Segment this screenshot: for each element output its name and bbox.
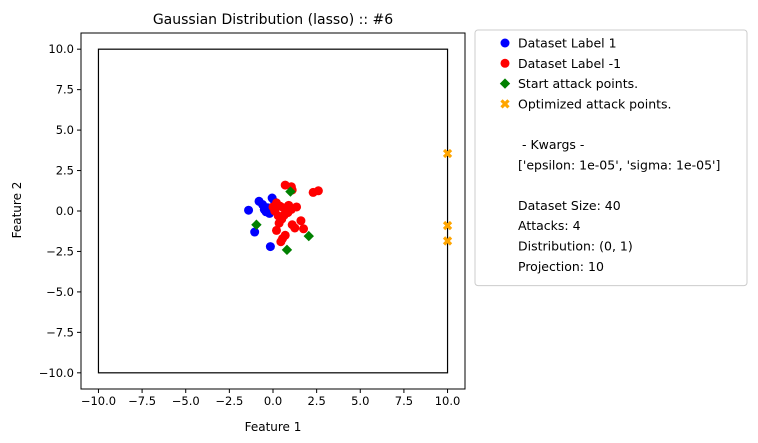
legend-marker: [500, 38, 510, 48]
projection-box: [97, 48, 449, 374]
data-point: [442, 220, 453, 231]
legend-note: Attacks: 4: [518, 218, 581, 233]
legend-entry: Dataset Label 1: [518, 36, 617, 51]
y-tick-label: −5.0: [46, 285, 74, 299]
y-tick-label: −7.5: [46, 325, 74, 339]
x-axis-label: Feature 1: [245, 420, 302, 434]
y-tick-label: 7.5: [56, 83, 74, 97]
data-point: [274, 218, 284, 228]
y-tick-label: 5.0: [56, 123, 74, 137]
legend-note: - Kwargs -: [518, 137, 584, 152]
x-tick-label: 7.5: [395, 394, 413, 408]
y-tick-label: 10.0: [48, 42, 74, 56]
data-point: [442, 236, 453, 246]
data-point: [251, 219, 262, 230]
data-point: [442, 148, 453, 159]
data-point: [281, 244, 293, 256]
legend: Dataset Label 1 Dataset Label -1 Start att…: [474, 29, 748, 287]
x-tick-label: −10.0: [81, 394, 116, 408]
legend-entry: Optimized attack points.: [518, 96, 672, 111]
x-tick-label: −7.5: [128, 394, 156, 408]
data-point: [265, 242, 275, 252]
x-tick-label: 10.0: [435, 394, 461, 408]
x-tick-label: 2.5: [307, 394, 325, 408]
x-tick-label: −5.0: [172, 394, 200, 408]
legend-note: Dataset Size: 40: [518, 198, 621, 213]
data-point: [280, 230, 290, 240]
x-tick-label: 5.0: [351, 394, 369, 408]
data-point: [271, 225, 281, 235]
data-point: [259, 204, 269, 214]
y-axis-label: Feature 2: [10, 182, 24, 239]
data-point: [290, 223, 300, 233]
data-point: [285, 186, 296, 197]
data-point: [268, 202, 278, 212]
x-tick-label: −2.5: [215, 394, 243, 408]
data-point: [303, 230, 314, 242]
legend-marker: [499, 78, 511, 89]
data-point: [286, 204, 296, 214]
legend-note: Distribution: (0, 1): [518, 239, 633, 254]
data-point: [313, 186, 323, 196]
y-tick-label: 0.0: [56, 204, 74, 218]
legend-marker: [500, 99, 510, 109]
legend-entry: Start attack points.: [518, 76, 638, 91]
x-tick-label: 0.0: [264, 394, 282, 408]
legend-note: Projection: 10: [518, 259, 604, 274]
legend-entry: Dataset Label -1: [518, 56, 621, 71]
data-point: [244, 205, 254, 215]
y-tick-label: −10.0: [39, 366, 74, 380]
data-point: [299, 224, 309, 234]
legend-marker: [500, 58, 510, 68]
data-point: [250, 227, 260, 237]
plot-area: −10.0 −7.5 −5.0 −2.5 0.0 2.5 5.0 7.5 10.0 −10.0 −7…: [39, 32, 466, 408]
legend-box: [474, 29, 748, 287]
y-tick-label: 2.5: [56, 164, 74, 178]
data-point: [296, 216, 306, 226]
legend-note: ['epsilon: 1e-05', 'sigma: 1e-05']: [518, 157, 720, 172]
data-point: [276, 237, 286, 247]
y-tick-label: −2.5: [46, 244, 74, 258]
chart-title: Gaussian Distribution (lasso) :: #6: [153, 12, 393, 28]
